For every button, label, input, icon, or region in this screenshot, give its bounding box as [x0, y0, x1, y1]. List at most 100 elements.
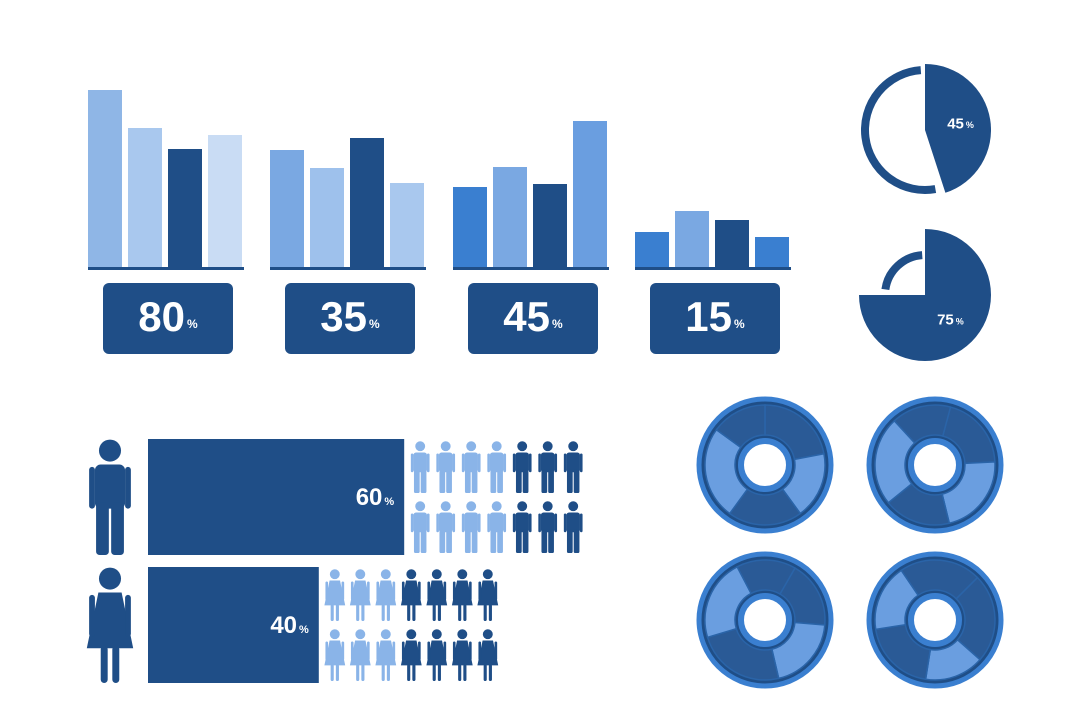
head [329, 629, 340, 640]
man-icon [461, 501, 481, 553]
donut-segment [706, 627, 780, 681]
leg [515, 529, 522, 553]
head [406, 629, 417, 640]
arm [452, 513, 456, 533]
woman-icon [349, 569, 371, 621]
woman-icon [400, 569, 422, 621]
leg [488, 604, 492, 621]
percent-sign: % [384, 496, 394, 508]
arm [477, 513, 481, 533]
head [415, 441, 426, 452]
bar [88, 90, 122, 267]
bar [453, 187, 487, 267]
head [406, 569, 417, 580]
percent-value: 45 [947, 115, 964, 132]
percent-sign: % [956, 317, 964, 327]
label-box [468, 283, 598, 354]
leg [488, 664, 492, 681]
percent-label: 80% [138, 293, 198, 340]
donut-segment [736, 559, 797, 596]
torso [515, 512, 529, 533]
woman-icon [477, 629, 499, 681]
arm [367, 641, 370, 661]
man-icon [538, 501, 558, 553]
arm [469, 641, 472, 661]
arm [341, 581, 345, 601]
pie-slice [859, 229, 991, 361]
leg [112, 645, 120, 683]
leg [483, 604, 487, 621]
arm [554, 513, 558, 533]
leg [497, 469, 503, 493]
arm [538, 513, 541, 533]
percent-sign: % [369, 317, 380, 331]
woman-icon [400, 629, 422, 681]
leg [413, 529, 420, 553]
torso [94, 464, 126, 509]
dress [400, 640, 422, 666]
torso [566, 512, 580, 533]
arm [350, 641, 354, 661]
leg [335, 604, 339, 621]
leg [548, 529, 554, 553]
percent-value: 60 [356, 484, 383, 511]
torso [438, 512, 453, 533]
head [568, 501, 579, 512]
leg [361, 664, 365, 681]
leg [412, 604, 416, 621]
arm [579, 513, 583, 533]
arm [461, 513, 465, 533]
head [542, 501, 553, 512]
dress [86, 592, 134, 649]
arm [427, 581, 431, 601]
dress [375, 580, 397, 606]
arm [392, 581, 396, 601]
leg [420, 529, 427, 553]
donut-segment [955, 576, 996, 661]
arm [89, 594, 95, 637]
arm [478, 641, 482, 661]
leg [381, 604, 385, 621]
arm [538, 453, 541, 473]
donut-segment [715, 404, 766, 449]
head [431, 569, 442, 580]
leg [497, 529, 503, 553]
leg [522, 469, 529, 493]
man-icon [410, 501, 430, 553]
arm [426, 513, 430, 533]
leg [412, 664, 416, 681]
arm [341, 641, 345, 661]
arm [477, 453, 481, 473]
leg [566, 469, 573, 493]
leg [96, 502, 109, 555]
arm [436, 513, 439, 533]
man-icon [436, 501, 456, 553]
bar [635, 232, 669, 267]
leg [356, 664, 360, 681]
leg [483, 664, 487, 681]
woman-icon [375, 629, 397, 681]
man-icon [563, 501, 583, 553]
leg [420, 469, 427, 493]
torso [489, 452, 504, 473]
leg [407, 664, 411, 681]
leg [100, 645, 108, 683]
leg [471, 529, 478, 553]
dress [426, 640, 448, 666]
man-icon [487, 501, 507, 553]
leg [111, 502, 124, 555]
man-icon [538, 441, 558, 493]
label-box [285, 283, 415, 354]
torso [438, 452, 453, 473]
leg [458, 664, 462, 681]
arm [367, 581, 370, 601]
dress [324, 640, 346, 666]
arm [452, 581, 456, 601]
woman-icon [426, 629, 448, 681]
head [355, 569, 366, 580]
dress [477, 580, 499, 606]
donut-hole [908, 593, 962, 647]
leg [356, 604, 360, 621]
head [491, 501, 502, 512]
leg [335, 664, 339, 681]
